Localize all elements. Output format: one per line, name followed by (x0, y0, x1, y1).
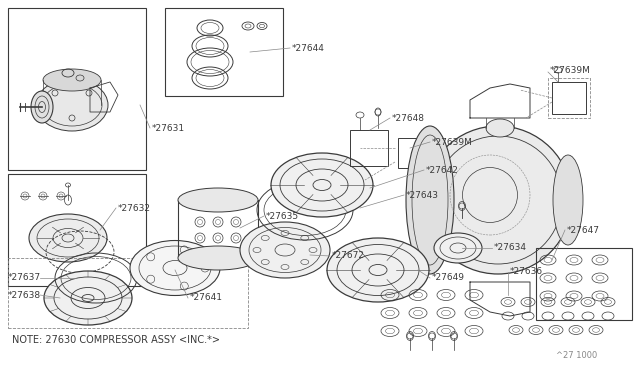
Bar (552, 82, 586, 114)
Bar (398, 138, 428, 168)
Text: *27649: *27649 (432, 273, 465, 282)
Ellipse shape (29, 214, 107, 262)
Text: *27635: *27635 (266, 212, 299, 221)
Text: *27638: *27638 (8, 291, 41, 299)
Ellipse shape (178, 188, 258, 212)
Bar (165, 8, 283, 96)
Ellipse shape (44, 271, 132, 325)
Ellipse shape (434, 233, 482, 263)
Text: *27647: *27647 (567, 225, 600, 234)
Bar (536, 248, 632, 320)
Ellipse shape (43, 69, 101, 91)
Bar (8, 258, 248, 328)
Text: *27642: *27642 (426, 166, 459, 174)
Bar (350, 130, 388, 166)
Bar (8, 174, 146, 286)
Ellipse shape (553, 155, 583, 245)
Ellipse shape (486, 119, 514, 137)
Text: *27639M: *27639M (550, 65, 591, 74)
Text: NOTE: 27630 COMPRESSOR ASSY <INC.*>: NOTE: 27630 COMPRESSOR ASSY <INC.*> (12, 335, 220, 345)
Ellipse shape (271, 153, 373, 217)
Ellipse shape (36, 79, 108, 131)
Bar (8, 8, 146, 170)
Ellipse shape (327, 238, 429, 302)
Text: *27644: *27644 (292, 44, 325, 52)
Text: ^27 1000: ^27 1000 (556, 352, 597, 360)
Text: *27643: *27643 (406, 190, 439, 199)
Text: *27637: *27637 (8, 273, 41, 282)
Text: *27636: *27636 (510, 267, 543, 276)
Text: *27634: *27634 (494, 244, 527, 253)
Ellipse shape (31, 91, 53, 123)
Ellipse shape (424, 126, 572, 274)
Bar (548, 78, 590, 118)
Text: *27632: *27632 (118, 203, 151, 212)
Text: *27631: *27631 (152, 124, 185, 132)
Text: *27641: *27641 (190, 294, 223, 302)
Text: *27639M: *27639M (432, 138, 473, 147)
Ellipse shape (130, 241, 220, 295)
Text: *27648: *27648 (392, 113, 425, 122)
Text: *27672: *27672 (332, 251, 365, 260)
Ellipse shape (178, 246, 258, 270)
Ellipse shape (406, 126, 454, 274)
Ellipse shape (240, 222, 330, 278)
